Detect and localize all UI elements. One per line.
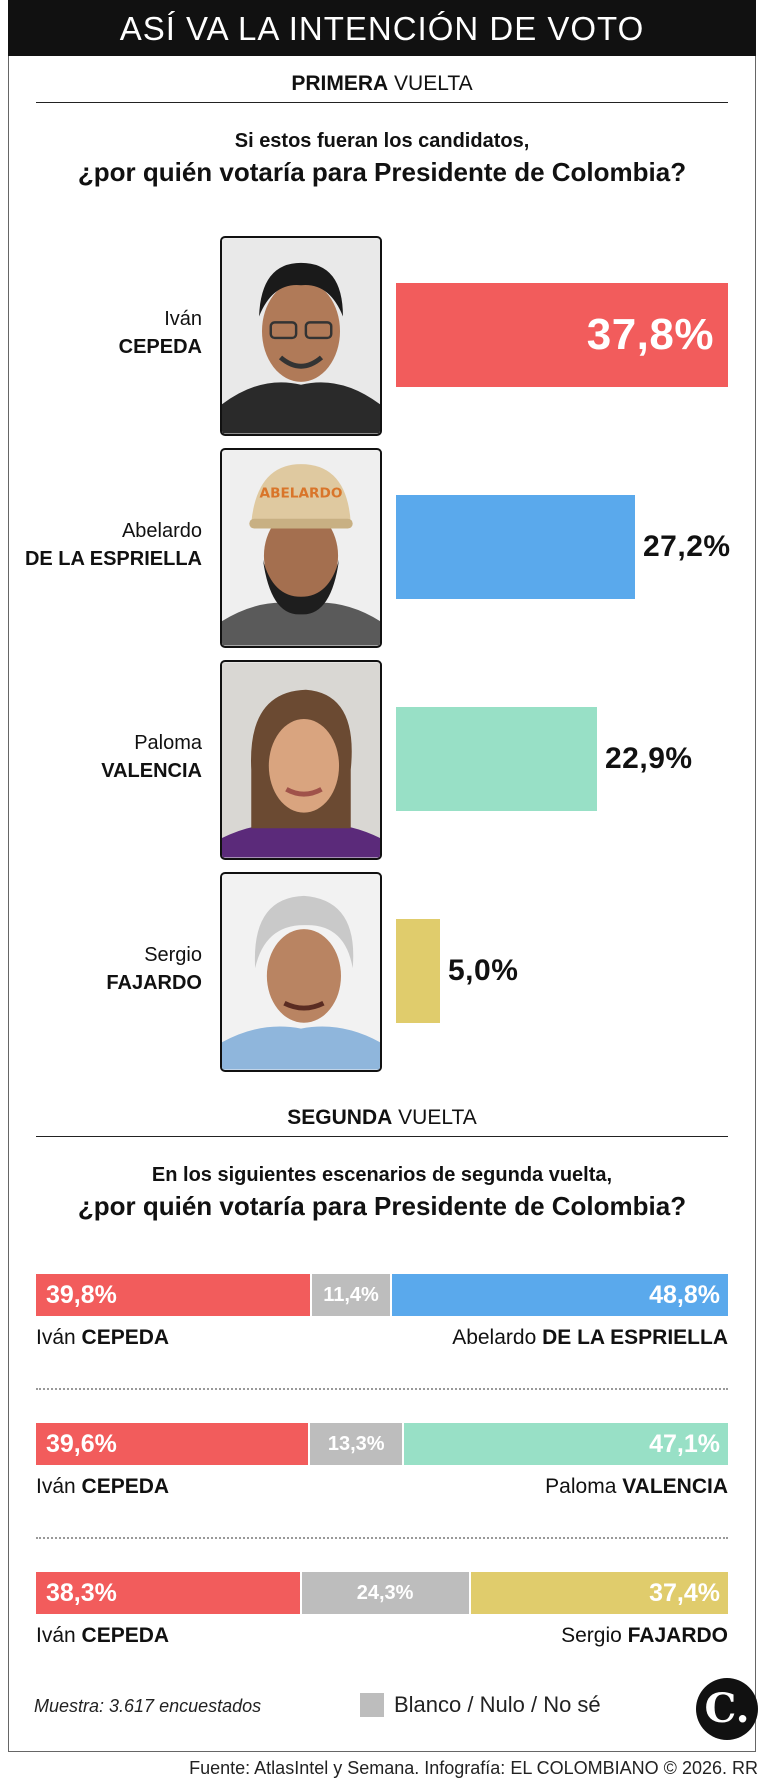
second-round-question: En los siguientes escenarios de segunda … bbox=[36, 1164, 728, 1222]
candidate-photo-de-la-espriella: ABELARDO bbox=[220, 448, 382, 648]
segment-right-candidate: 37,4% bbox=[470, 1572, 728, 1614]
first-round-question: Si estos fueran los candidatos, ¿por qui… bbox=[36, 130, 728, 188]
first-round-heading-rest: VUELTA bbox=[394, 72, 473, 95]
segment-left-candidate: 38,3% bbox=[36, 1572, 300, 1614]
scenario-divider bbox=[36, 1537, 728, 1539]
first-name: Iván bbox=[36, 1624, 76, 1647]
bar-value-label: 22,9% bbox=[605, 742, 693, 775]
page-title: ASÍ VA LA INTENCIÓN DE VOTO bbox=[8, 0, 756, 56]
last-name: CEPEDA bbox=[81, 1326, 170, 1349]
legend: Blanco / Nulo / No sé bbox=[360, 1692, 601, 1718]
bar-value-label: 37,8% bbox=[586, 310, 714, 359]
candidate-first-name: Iván bbox=[164, 308, 202, 330]
second-round-heading: SEGUNDA VUELTA bbox=[36, 1106, 728, 1137]
bar-value-label: 27,2% bbox=[643, 530, 731, 563]
first-round-question-line2: ¿por quién votaría para Presidente de Co… bbox=[77, 157, 687, 187]
candidate-label: Paloma VALENCIA bbox=[20, 729, 202, 785]
candidate-first-name: Paloma bbox=[134, 732, 202, 754]
second-round-heading-rest: VUELTA bbox=[398, 1106, 477, 1129]
scenario-right-name: Paloma VALENCIA bbox=[545, 1475, 728, 1499]
first-name: Iván bbox=[36, 1475, 76, 1498]
legend-swatch-blank bbox=[360, 1693, 384, 1717]
candidate-first-name: Sergio bbox=[144, 944, 202, 966]
candidate-photo-cepeda bbox=[220, 236, 382, 436]
first-round-question-line1: Si estos fueran los candidatos, bbox=[234, 130, 530, 152]
legend-label: Blanco / Nulo / No sé bbox=[394, 1692, 601, 1717]
second-round-question-line1: En los siguientes escenarios de segunda … bbox=[151, 1164, 613, 1186]
infographic-frame bbox=[8, 56, 756, 1752]
first-name: Abelardo bbox=[452, 1326, 537, 1349]
bar bbox=[396, 495, 635, 599]
segment-left-candidate: 39,6% bbox=[36, 1423, 309, 1465]
candidate-last-name: VALENCIA bbox=[101, 760, 202, 782]
scenario-divider bbox=[36, 1388, 728, 1390]
scenario-left-name: Iván CEPEDA bbox=[36, 1326, 169, 1350]
first-name: Iván bbox=[36, 1326, 76, 1349]
svg-text:ABELARDO: ABELARDO bbox=[260, 485, 343, 501]
first-round-heading: PRIMERA VUELTA bbox=[36, 72, 728, 103]
candidate-last-name: FAJARDO bbox=[106, 972, 202, 994]
scenario-left-name: Iván CEPEDA bbox=[36, 1475, 169, 1499]
segment-blank: 13,3% bbox=[310, 1423, 402, 1465]
bar bbox=[396, 283, 728, 387]
candidate-photo-valencia bbox=[220, 660, 382, 860]
candidate-last-name: DE LA ESPRIELLA bbox=[24, 548, 202, 570]
el-colombiano-logo-icon: C. bbox=[696, 1678, 758, 1740]
candidate-photo-fajardo bbox=[220, 872, 382, 1072]
first-name: Sergio bbox=[561, 1624, 622, 1647]
bar bbox=[396, 707, 597, 811]
scenario-right-name: Abelardo DE LA ESPRIELLA bbox=[452, 1326, 728, 1350]
candidate-label: Abelardo DE LA ESPRIELLA bbox=[20, 517, 202, 573]
second-round-heading-bold: SEGUNDA bbox=[287, 1106, 393, 1129]
last-name: DE LA ESPRIELLA bbox=[542, 1326, 728, 1349]
sample-note: Muestra: 3.617 encuestados bbox=[34, 1696, 262, 1716]
segment-left-candidate: 39,8% bbox=[36, 1274, 310, 1316]
bar bbox=[396, 919, 440, 1023]
source-credit: Fuente: AtlasIntel y Semana. Infografía:… bbox=[189, 1758, 758, 1778]
segment-blank: 11,4% bbox=[311, 1274, 391, 1316]
segment-blank: 24,3% bbox=[301, 1572, 469, 1614]
bar-value-label: 5,0% bbox=[448, 954, 519, 987]
last-name: CEPEDA bbox=[81, 1624, 170, 1647]
scenario-row: 39,8% 11,4% 48,8% Iván CEPEDA Abelardo DE LA… bbox=[36, 1274, 728, 1349]
candidate-label: Iván CEPEDA bbox=[20, 305, 202, 361]
segment-right-candidate: 47,1% bbox=[403, 1423, 728, 1465]
first-round-heading-bold: PRIMERA bbox=[291, 72, 389, 95]
last-name: FAJARDO bbox=[627, 1624, 728, 1647]
second-round-question-line2: ¿por quién votaría para Presidente de Co… bbox=[77, 1191, 687, 1221]
scenario-row: 39,6% 13,3% 47,1% Iván CEPEDA Paloma VALENCI… bbox=[36, 1423, 728, 1498]
first-name: Paloma bbox=[545, 1475, 617, 1498]
candidate-first-name: Abelardo bbox=[121, 520, 202, 542]
last-name: VALENCIA bbox=[622, 1475, 728, 1498]
last-name: CEPEDA bbox=[81, 1475, 170, 1498]
candidate-label: Sergio FAJARDO bbox=[20, 941, 202, 997]
segment-right-candidate: 48,8% bbox=[392, 1274, 728, 1316]
candidate-last-name: CEPEDA bbox=[118, 336, 202, 358]
scenario-right-name: Sergio FAJARDO bbox=[561, 1624, 728, 1648]
scenario-row: 38,3% 24,3% 37,4% Iván CEPEDA Sergio FAJARDO bbox=[36, 1572, 728, 1647]
scenario-left-name: Iván CEPEDA bbox=[36, 1624, 169, 1648]
